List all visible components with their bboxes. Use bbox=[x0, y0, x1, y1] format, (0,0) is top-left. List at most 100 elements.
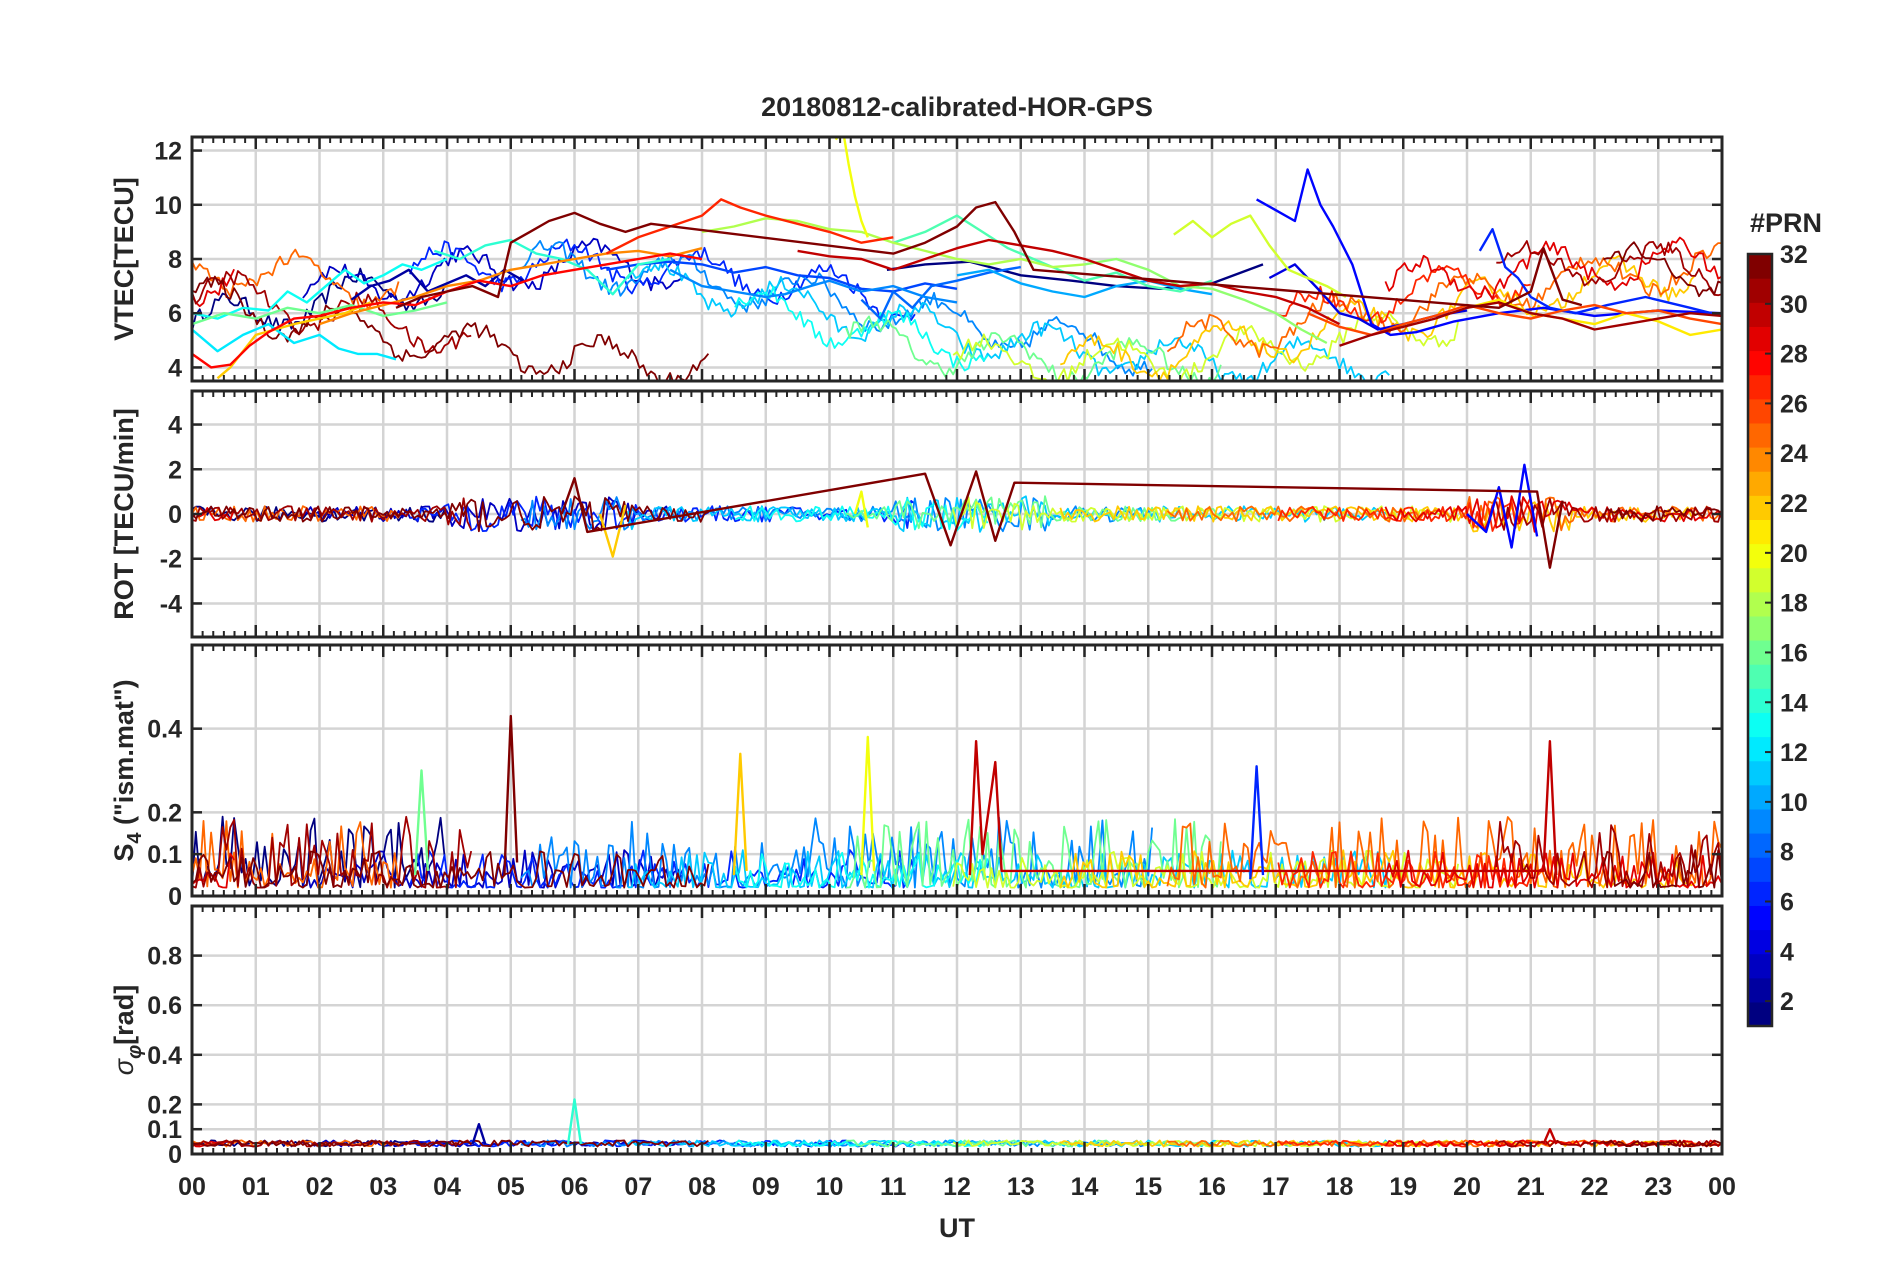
y-tick-label: 8 bbox=[168, 246, 182, 274]
series-prn-31 bbox=[1339, 301, 1722, 347]
colorbar-segment bbox=[1748, 326, 1772, 352]
colorbar-segment bbox=[1748, 543, 1772, 569]
y-tick-label: 12 bbox=[154, 138, 182, 166]
series-prn-22 bbox=[732, 752, 748, 876]
y-tick-label: -2 bbox=[160, 546, 182, 574]
y-tick-label: 0.2 bbox=[147, 1091, 182, 1119]
series-prn-9 bbox=[669, 268, 958, 304]
series-prn-20 bbox=[853, 490, 869, 528]
colorbar-segment bbox=[1748, 567, 1772, 593]
y-tick-label: 0 bbox=[168, 1141, 182, 1169]
series-prn-32 bbox=[395, 200, 1583, 309]
colorbar-segment bbox=[1748, 833, 1772, 858]
series-prn-16 bbox=[192, 301, 448, 326]
background-trace bbox=[846, 818, 1222, 889]
colorbar-segment bbox=[1748, 422, 1772, 448]
y-tick-label: 0.8 bbox=[147, 943, 182, 971]
x-tick-label: 09 bbox=[752, 1173, 780, 1201]
series-prn-6 bbox=[1249, 765, 1265, 880]
background-trace bbox=[192, 268, 235, 308]
x-tick-label: 00 bbox=[178, 1173, 206, 1201]
colorbar-tick-label: 14 bbox=[1780, 689, 1808, 717]
x-tick-label: 05 bbox=[497, 1173, 525, 1201]
x-tick-label: 16 bbox=[1198, 1173, 1226, 1201]
y-tick-label: 4 bbox=[168, 412, 182, 440]
background-trace bbox=[952, 496, 1459, 531]
background-trace bbox=[1277, 496, 1532, 532]
colorbar-tick-label: 30 bbox=[1780, 291, 1808, 319]
background-trace bbox=[192, 495, 709, 533]
colorbar-segment bbox=[1748, 736, 1772, 762]
x-tick-label: 10 bbox=[816, 1173, 844, 1201]
colorbar-frame bbox=[1746, 252, 1774, 1028]
x-tick-label: 12 bbox=[943, 1173, 971, 1201]
y-tick-label: 0.2 bbox=[147, 799, 182, 827]
series-prn-12 bbox=[192, 322, 397, 361]
x-tick-label: 11 bbox=[880, 1173, 907, 1201]
y-tick-label: 0.4 bbox=[147, 716, 182, 744]
series-prn-18 bbox=[701, 217, 1085, 269]
background-trace bbox=[734, 285, 989, 372]
panel-s4: 0 0.1 0.2 0.4S4 ("ism.mat") bbox=[109, 643, 1724, 911]
series-prn-30 bbox=[797, 238, 1341, 326]
figure-title: 20180812-calibrated-HOR-GPS bbox=[761, 92, 1153, 122]
background-trace bbox=[1603, 1139, 1722, 1148]
background-trace bbox=[1166, 816, 1722, 889]
colorbar-tick-label: 16 bbox=[1780, 639, 1808, 667]
background-trace bbox=[192, 505, 446, 523]
colorbar-tick-label: 18 bbox=[1780, 590, 1808, 618]
colorbar-tick-label: 22 bbox=[1780, 490, 1808, 518]
series-prn-14 bbox=[566, 1098, 583, 1145]
background-trace bbox=[734, 1139, 988, 1148]
background-trace bbox=[192, 1139, 709, 1148]
series-prn-24 bbox=[319, 247, 703, 326]
x-tick-label: 00 bbox=[1708, 1173, 1736, 1201]
colorbar-segment bbox=[1748, 1001, 1772, 1027]
background-trace bbox=[1495, 1139, 1722, 1148]
y-tick-label: -4 bbox=[160, 590, 182, 618]
colorbar-tick-label: 32 bbox=[1780, 241, 1808, 269]
y-tick-label: 0.1 bbox=[147, 841, 182, 869]
data-layer bbox=[192, 137, 1722, 381]
background-trace bbox=[1166, 242, 1722, 358]
colorbar-tick-label: 6 bbox=[1780, 888, 1794, 916]
background-trace bbox=[302, 237, 683, 303]
series-prn-16 bbox=[413, 769, 430, 876]
colorbar-segment bbox=[1748, 808, 1772, 834]
x-tick-label: 17 bbox=[1262, 1173, 1290, 1201]
colorbar-segment bbox=[1748, 929, 1772, 955]
colorbar-tick-label: 8 bbox=[1780, 839, 1794, 867]
data-layer bbox=[192, 714, 1722, 889]
colorbar-segment bbox=[1748, 615, 1772, 641]
y-tick-label: 0 bbox=[168, 883, 182, 911]
background-trace bbox=[1603, 241, 1722, 298]
background-trace bbox=[627, 256, 1390, 381]
colorbar-tick-label: 10 bbox=[1780, 789, 1808, 817]
colorbar-tick-label: 4 bbox=[1780, 938, 1794, 966]
background-trace bbox=[192, 248, 400, 313]
x-tick-label: 04 bbox=[433, 1173, 461, 1201]
colorbar-segment bbox=[1748, 591, 1772, 617]
series-prn-13 bbox=[192, 257, 448, 320]
colorbar-segment bbox=[1748, 471, 1772, 496]
x-tick-label: 03 bbox=[369, 1173, 397, 1201]
colorbar-segment bbox=[1748, 278, 1772, 303]
y-tick-label: 10 bbox=[154, 192, 182, 220]
y-axis-label-vtec: VTEC[TECU] bbox=[109, 177, 139, 341]
y-axis-label-rot: ROT [TECU/min] bbox=[109, 408, 139, 619]
background-trace bbox=[520, 496, 1153, 533]
data-layer bbox=[192, 463, 1722, 569]
x-tick-label: 21 bbox=[1517, 1173, 1545, 1201]
series-prn-30 bbox=[1542, 1127, 1558, 1145]
background-trace bbox=[192, 275, 710, 381]
x-tick-label: 08 bbox=[688, 1173, 716, 1201]
y-tick-label: 0 bbox=[168, 501, 182, 529]
background-trace bbox=[1602, 505, 1722, 523]
colorbar-segment bbox=[1748, 254, 1772, 279]
x-tick-label: 13 bbox=[1007, 1173, 1035, 1201]
background-trace bbox=[846, 1139, 1221, 1148]
background-trace bbox=[845, 315, 1222, 381]
series-prn-30 bbox=[968, 740, 1558, 876]
